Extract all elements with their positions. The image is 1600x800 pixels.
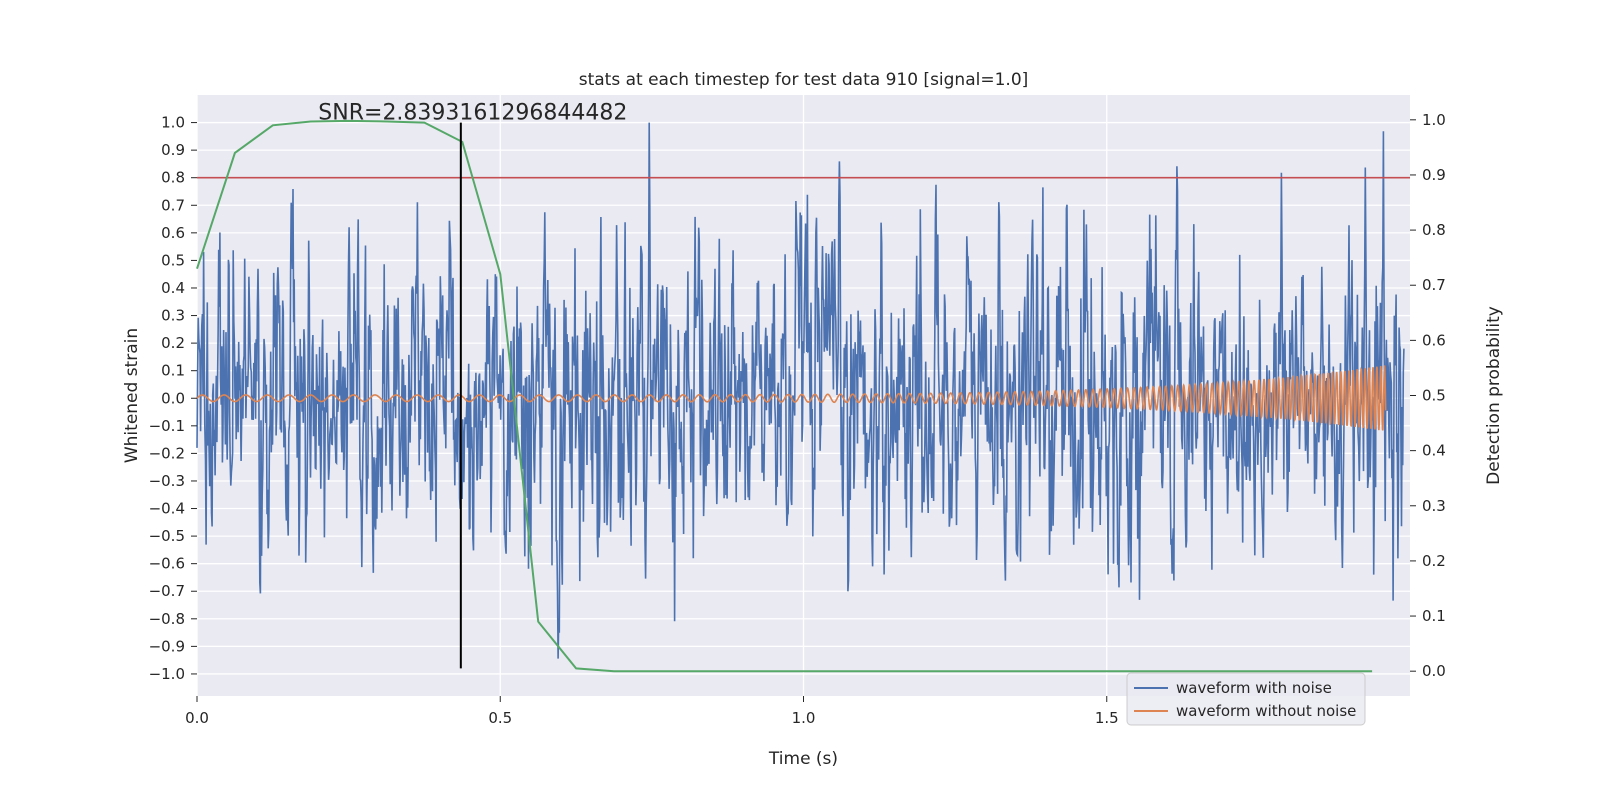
y-tick-label: −0.1	[149, 417, 185, 435]
y-tick-label: 1.0	[161, 114, 185, 132]
y-tick-label: 0.3	[161, 307, 185, 325]
y2-tick-label: 0.3	[1422, 497, 1446, 515]
x-axis-ticks: 0.0 0.5 1.0 1.5	[185, 696, 1119, 727]
y-tick-label: −0.2	[149, 444, 185, 462]
y2-tick-label: 1.0	[1422, 111, 1446, 129]
legend-label-waveform-without-noise: waveform without noise	[1176, 702, 1356, 720]
legend-label-waveform-with-noise: waveform with noise	[1176, 679, 1332, 697]
y-tick-label: 0.6	[161, 224, 185, 242]
legend-box	[1126, 672, 1366, 726]
y2-axis-ticks: 1.0 0.9 0.8 0.7 0.6 0.5 0.4 0.3 0.2 0.1 0.0	[1410, 111, 1446, 680]
series-detection-probability	[196, 119, 1373, 673]
y2-tick-label: 0.9	[1422, 166, 1446, 184]
y-tick-label: 0.9	[161, 141, 185, 159]
y-tick-label: 0.1	[161, 362, 185, 380]
clean-waveform-line	[196, 365, 1387, 431]
y-tick-label: −0.5	[149, 527, 185, 545]
y-tick-label: 0.0	[161, 389, 185, 407]
y2-tick-label: 0.0	[1422, 662, 1446, 680]
y-tick-label: −0.3	[149, 472, 185, 490]
y-tick-label: 0.5	[161, 251, 185, 269]
x-tick-label: 1.0	[792, 709, 816, 727]
y2-tick-label: 0.7	[1422, 276, 1446, 294]
y-tick-label: −1.0	[149, 665, 185, 683]
y-tick-label: −0.4	[149, 500, 185, 518]
y-axis-label: Whitened strain	[122, 328, 142, 463]
series-waveform-without-noise	[196, 365, 1387, 431]
y2-tick-label: 0.6	[1422, 331, 1446, 349]
y2-axis-label: Detection probability	[1484, 306, 1504, 485]
y-tick-label: −0.8	[149, 610, 185, 628]
x-tick-label: 0.0	[185, 709, 209, 727]
y-axis-ticks: 1.0 0.9 0.8 0.7 0.6 0.5 0.4 0.3 0.2 0.1 0.0 −0.1 −0.…	[149, 114, 197, 683]
detection-probability-line	[196, 119, 1373, 673]
y2-tick-label: 0.5	[1422, 387, 1446, 405]
y-tick-label: 0.8	[161, 169, 185, 187]
x-tick-label: 1.5	[1095, 709, 1119, 727]
y-tick-label: 0.4	[161, 279, 185, 297]
x-tick-label: 0.5	[488, 709, 512, 727]
y-tick-label: 0.2	[161, 334, 185, 352]
y-tick-label: −0.7	[149, 582, 185, 600]
chart-title: stats at each timestep for test data 910…	[579, 70, 1029, 90]
y2-tick-label: 0.1	[1422, 607, 1446, 625]
y2-tick-label: 0.8	[1422, 221, 1446, 239]
legend: waveform with noise waveform without noi…	[1126, 672, 1366, 726]
snr-annotation: SNR=2.8393161296844482	[318, 101, 627, 126]
series-waveform-with-noise	[196, 122, 1405, 659]
y-tick-label: −0.9	[149, 637, 185, 655]
x-axis-label: Time (s)	[768, 749, 838, 769]
y2-tick-label: 0.4	[1422, 442, 1446, 460]
y-tick-label: −0.6	[149, 555, 185, 573]
noise-waveform-line	[196, 122, 1405, 659]
y-tick-label: 0.7	[161, 196, 185, 214]
y2-tick-label: 0.2	[1422, 552, 1446, 570]
